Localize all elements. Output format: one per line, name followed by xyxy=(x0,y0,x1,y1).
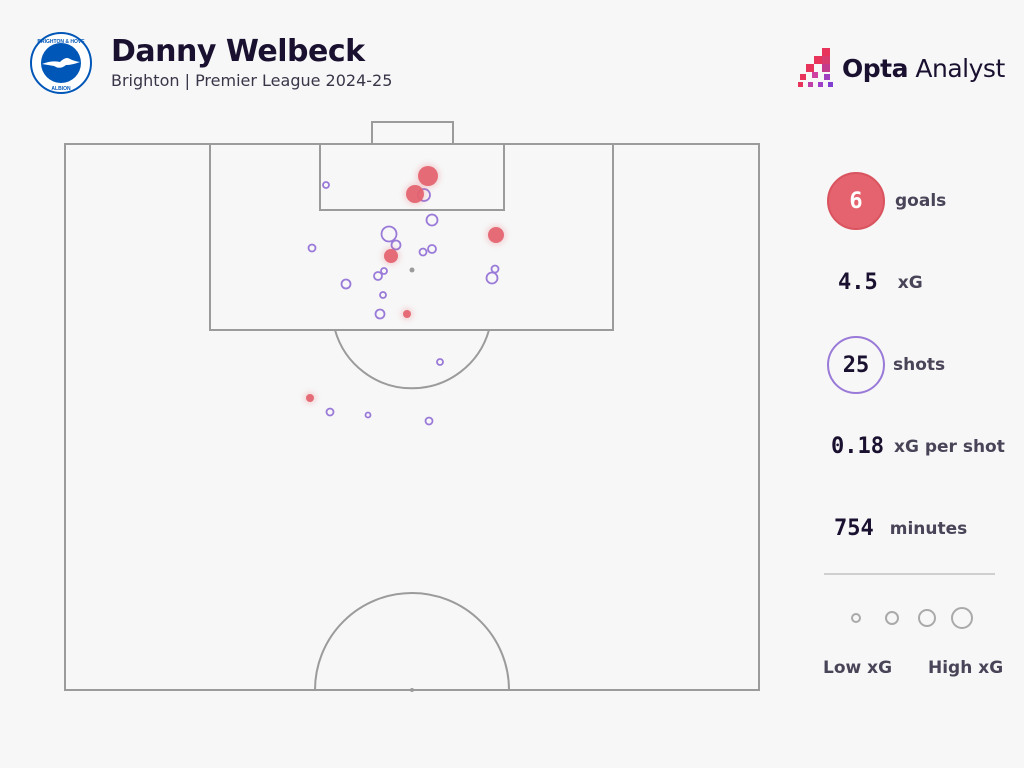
penalty-spot xyxy=(409,267,415,273)
player-name: Danny Welbeck xyxy=(111,34,365,69)
opta-logo-icon xyxy=(798,48,833,87)
shot-marker xyxy=(325,407,335,417)
goals-layer xyxy=(304,164,506,404)
shot-marker xyxy=(364,411,372,419)
stat-shots: 25 shots xyxy=(827,336,945,394)
goals-circle: 6 xyxy=(827,172,885,230)
shot-marker xyxy=(380,267,388,275)
opta-logo-text: Opta Analyst xyxy=(842,53,1005,83)
goal-marker xyxy=(418,166,438,186)
shot-marker xyxy=(427,244,437,254)
minutes-label: minutes xyxy=(889,518,968,539)
goals-label: goals xyxy=(895,191,947,211)
goal-marker xyxy=(403,310,411,318)
header: BRIGHTON & HOVE ALBION Danny Welbeck Bri… xyxy=(0,0,1024,110)
shot-marker xyxy=(418,247,428,257)
brighton-badge-icon: BRIGHTON & HOVE ALBION xyxy=(30,32,92,94)
xg-value: 4.5 xyxy=(838,270,878,295)
shot-marker xyxy=(436,358,444,366)
subtitle: Brighton | Premier League 2024-25 xyxy=(111,71,393,90)
svg-text:ALBION: ALBION xyxy=(51,86,71,92)
legend-size-circle xyxy=(918,609,936,627)
shot-marker xyxy=(380,225,398,243)
shot-marker xyxy=(424,416,434,426)
goal-marker xyxy=(488,227,504,243)
goal-marker xyxy=(306,394,314,402)
shot-marker xyxy=(374,308,386,320)
goal-marker xyxy=(406,185,424,203)
xg-per-shot-label: xG per shot xyxy=(893,436,1005,457)
legend-size-circle xyxy=(951,607,973,629)
xg-label: xG xyxy=(897,272,923,293)
minutes-value: 754 xyxy=(834,516,874,541)
legend-low-label: Low xG xyxy=(823,658,893,678)
shot-marker xyxy=(322,181,330,189)
shot-marker xyxy=(490,264,500,274)
stat-xg-per-shot: 0.18 xG per shot xyxy=(831,434,1005,459)
legend-high-label: High xG xyxy=(928,658,1004,678)
xg-per-shot-value: 0.18 xyxy=(831,434,884,459)
svg-text:BRIGHTON & HOVE: BRIGHTON & HOVE xyxy=(37,39,85,45)
stat-xg: 4.5 xG xyxy=(838,270,923,295)
legend-size-circle xyxy=(885,611,899,625)
legend-size-circle xyxy=(851,613,861,623)
shot-marker xyxy=(379,291,387,299)
stat-goals: 6 goals xyxy=(827,172,946,230)
shot-marker xyxy=(425,213,439,227)
shot-marker xyxy=(307,243,317,253)
goal-marker xyxy=(384,249,398,263)
shots-circle: 25 xyxy=(827,336,885,394)
pitch-lines xyxy=(64,121,760,691)
xg-size-legend xyxy=(851,607,973,629)
stat-minutes: 754 minutes xyxy=(834,516,967,541)
divider xyxy=(824,573,995,575)
center-spot xyxy=(410,688,414,692)
shot-marker xyxy=(373,271,383,281)
shot-marker xyxy=(340,278,352,290)
shot-marker xyxy=(485,271,499,285)
shots-label: shots xyxy=(893,355,946,375)
opta-logo: Opta Analyst xyxy=(798,48,1005,88)
shots-layer xyxy=(307,181,500,426)
